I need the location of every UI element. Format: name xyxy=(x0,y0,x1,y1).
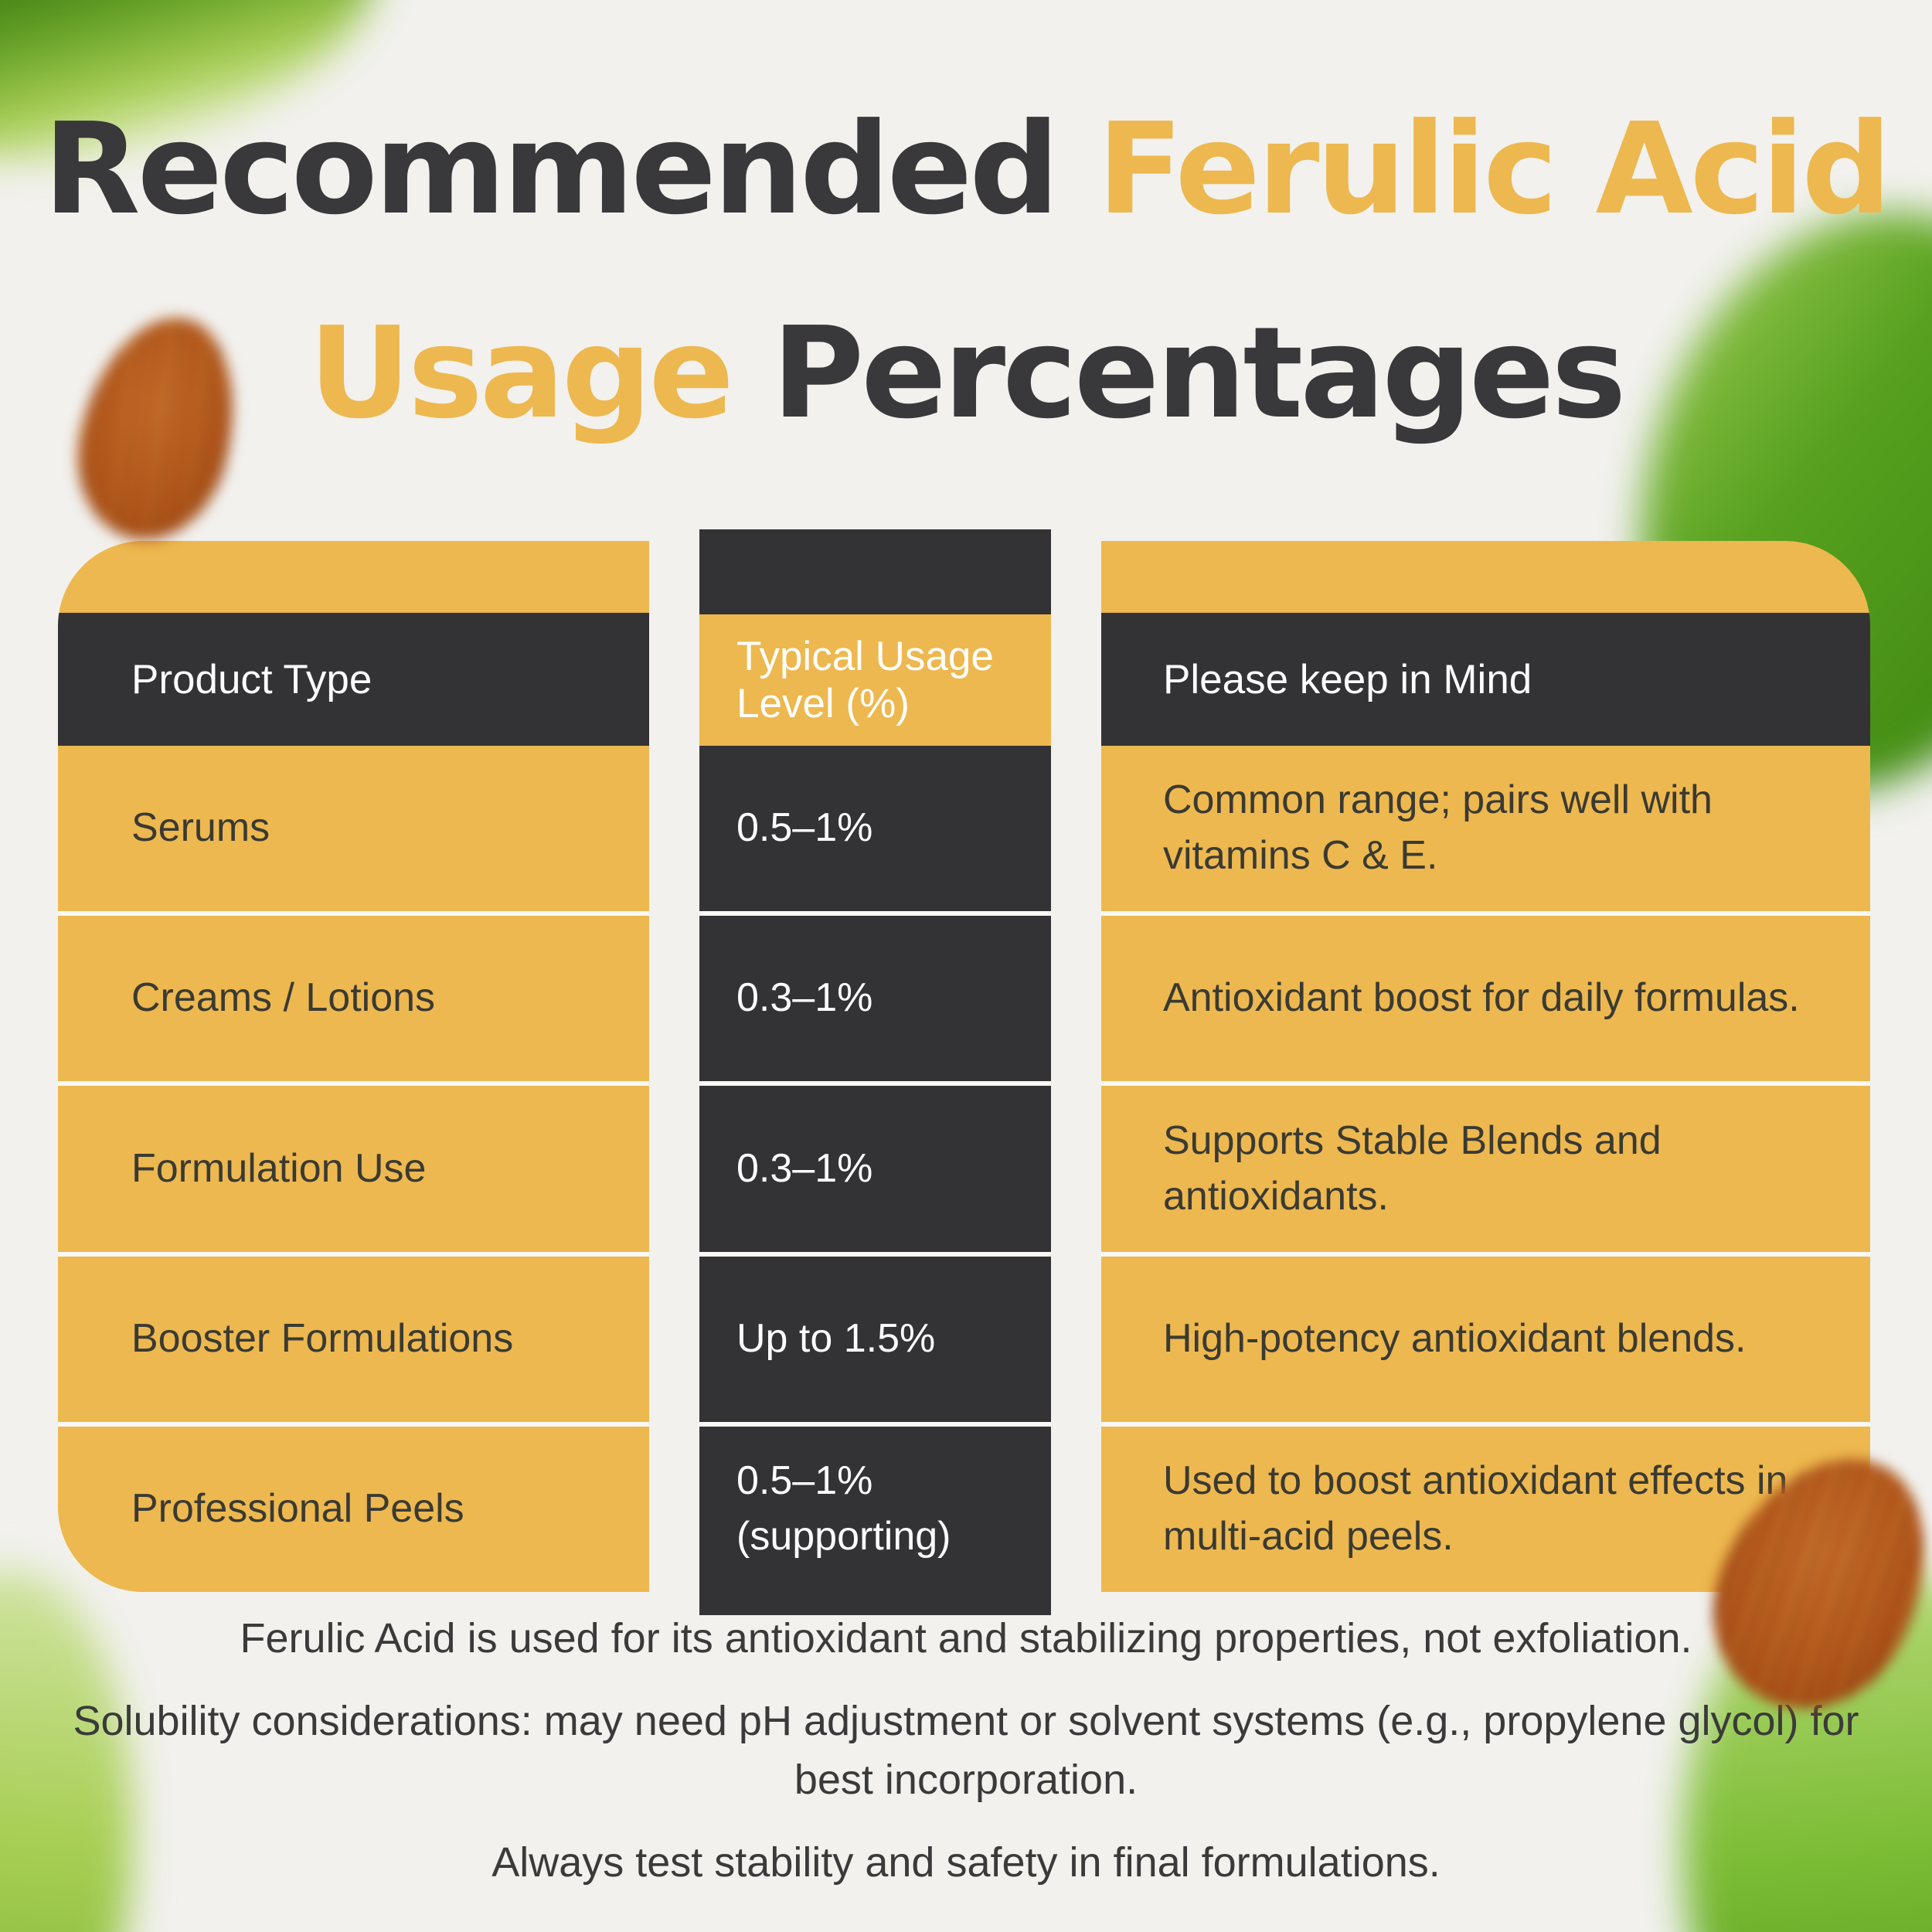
notes-column-rows: Common range; pairs well with vitamins C… xyxy=(1101,746,1870,1592)
title-word-ferulic-acid: Ferulic Acid xyxy=(1097,97,1892,243)
table-row: Serums xyxy=(58,746,649,912)
table-row: Up to 1.5% xyxy=(699,1251,1051,1422)
product-column-rows: Serums Creams / Lotions Formulation Use … xyxy=(58,746,649,1592)
table-row: 0.3–1% xyxy=(699,911,1051,1082)
table-row: Antioxidant boost for daily formulas. xyxy=(1101,911,1870,1082)
product-column-header: Product Type xyxy=(58,613,649,746)
page-title: Recommended Ferulic Acid Usage Percentag… xyxy=(0,68,1932,476)
table-row: Booster Formulations xyxy=(58,1251,649,1422)
table-row: 0.5–1% xyxy=(699,746,1051,912)
title-word-percentages: Percentages xyxy=(771,301,1627,447)
table-row: Supports Stable Blends and antioxidants. xyxy=(1101,1081,1870,1252)
table-row: 0.5–1% (supporting) xyxy=(699,1421,1051,1593)
table-row: Common range; pairs well with vitamins C… xyxy=(1101,746,1870,912)
title-word-recommended: Recommended xyxy=(43,97,1060,243)
footer-note: Ferulic Acid is used for its antioxidant… xyxy=(240,1615,1692,1662)
usage-column-rows: 0.5–1% 0.3–1% 0.3–1% Up to 1.5% 0.5–1% (… xyxy=(699,746,1051,1593)
notes-column-header: Please keep in Mind xyxy=(1101,613,1870,746)
product-column-top-cap xyxy=(58,541,649,613)
title-line-1: Recommended Ferulic Acid xyxy=(0,68,1932,272)
table-row: Formulation Use xyxy=(58,1081,649,1252)
table-row: 0.3–1% xyxy=(699,1081,1051,1252)
product-type-column: Product Type Serums Creams / Lotions For… xyxy=(58,541,649,1592)
title-line-2: Usage Percentages xyxy=(0,272,1932,476)
table-row: Creams / Lotions xyxy=(58,911,649,1082)
keep-in-mind-column: Please keep in Mind Common range; pairs … xyxy=(1101,541,1870,1592)
title-word-usage: Usage xyxy=(308,301,734,447)
notes-column-top-cap xyxy=(1101,541,1870,613)
table-row: Professional Peels xyxy=(58,1421,649,1592)
usage-column-header: Typical Usage Level (%) xyxy=(699,614,1051,746)
footer-notes: Ferulic Acid is used for its antioxidant… xyxy=(0,1609,1932,1916)
usage-column-bottom-cap xyxy=(699,1592,1051,1615)
table-row: High-potency antioxidant blends. xyxy=(1101,1251,1870,1422)
usage-level-column: Typical Usage Level (%) 0.5–1% 0.3–1% 0.… xyxy=(699,529,1051,1615)
footer-note: Always test stability and safety in fina… xyxy=(492,1839,1440,1886)
footer-note: Solubility considerations: may need pH a… xyxy=(73,1697,1859,1804)
usage-column-top-cap xyxy=(699,529,1051,614)
